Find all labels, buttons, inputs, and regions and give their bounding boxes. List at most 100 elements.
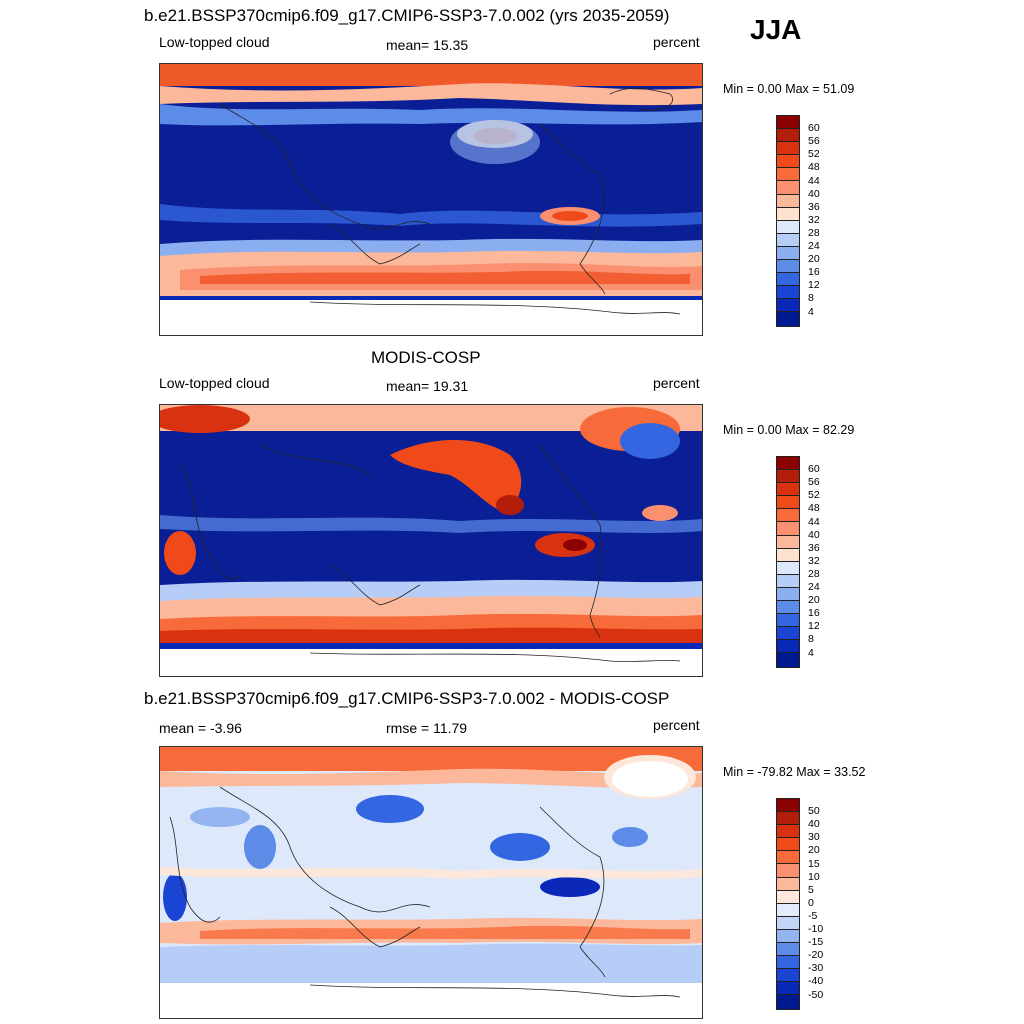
colorbar-tick-label: 48 [808,161,820,174]
colorbar-tick-label: 52 [808,489,820,502]
colorbar-segment [777,640,799,654]
colorbar-tick-label: 50 [808,805,820,818]
colorbar-segment [777,956,799,970]
colorbar-tick-label: 48 [808,502,820,515]
panel-3-title: b.e21.BSSP370cmip6.f09_g17.CMIP6-SSP3-7.… [144,689,670,708]
colorbar-tick-label: 8 [808,633,814,646]
colorbar-segment [777,825,799,839]
colorbar-tick-label: 36 [808,541,820,554]
colorbar-tick-label: 16 [808,607,820,620]
colorbar-segment [777,574,799,588]
colorbar-tick-label: 44 [808,174,820,187]
colorbar-tick-label: 40 [808,818,820,831]
panel-1-mean-label: mean= 15.35 [386,37,469,53]
colorbar-tick-label: -40 [808,975,824,988]
colorbar-segment [777,286,799,300]
colorbar-tick-label: 8 [808,292,814,305]
panel-3-units-label: percent [653,717,700,733]
panel-2-minmax: Min = 0.00 Max = 82.29 [723,423,855,437]
colorbar-segment [777,168,799,182]
colorbar-segment [777,233,799,247]
panel-1-minmax: Min = 0.00 Max = 51.09 [723,82,855,96]
colorbar-segment [777,509,799,523]
colorbar-tick-label: 60 [808,122,820,135]
panel-3-minmax: Min = -79.82 Max = 33.52 [723,765,866,779]
panel-1-colorbar [776,115,800,327]
colorbar-segment [777,614,799,628]
colorbar-tick-label: 56 [808,476,820,489]
colorbar-tick-label: 60 [808,463,820,476]
colorbar-tick-label: -20 [808,949,824,962]
panel-2-title: MODIS-COSP [371,348,481,367]
colorbar-segment [777,155,799,169]
colorbar-tick-label: 4 [808,646,814,659]
colorbar-segment [777,995,799,1009]
colorbar-segment [777,116,799,130]
colorbar-segment [777,194,799,208]
colorbar-tick-label: 12 [808,279,820,292]
colorbar-segment [777,496,799,510]
panel-3-map [159,746,703,1019]
colorbar-segment [777,260,799,274]
colorbar-segment [777,916,799,930]
colorbar-segment [777,943,799,957]
panel-3-colorbar [776,798,800,1010]
colorbar-segment [777,207,799,221]
colorbar-segment [777,969,799,983]
colorbar-segment [777,181,799,195]
colorbar-tick-label: 28 [808,567,820,580]
season-label: JJA [750,14,802,45]
colorbar-tick-label: 20 [808,844,820,857]
colorbar-tick-label: 20 [808,594,820,607]
colorbar-segment [777,851,799,865]
colorbar-segment [777,653,799,667]
colorbar-tick-label: 40 [808,528,820,541]
colorbar-segment [777,470,799,484]
colorbar-tick-label: 36 [808,200,820,213]
panel-2-colorbar [776,456,800,668]
colorbar-tick-label: 44 [808,515,820,528]
panel-2-variable-label: Low-topped cloud [159,375,270,391]
colorbar-tick-label: 56 [808,135,820,148]
colorbar-tick-label: -5 [808,909,818,922]
colorbar-segment [777,299,799,313]
colorbar-segment [777,877,799,891]
colorbar-tick-label: 40 [808,187,820,200]
colorbar-tick-label: -30 [808,962,824,975]
colorbar-tick-label: 16 [808,266,820,279]
colorbar-segment [777,522,799,536]
colorbar-tick-label: -10 [808,923,824,935]
colorbar-segment [777,548,799,562]
colorbar-segment [777,457,799,471]
colorbar-segment [777,312,799,326]
colorbar-segment [777,129,799,143]
colorbar-segment [777,812,799,826]
colorbar-tick-label: -15 [808,936,824,949]
colorbar-segment [777,929,799,944]
colorbar-tick-label: 24 [808,581,820,593]
panel-2-units-label: percent [653,375,700,391]
colorbar-segment [777,220,799,234]
panel-1-title: b.e21.BSSP370cmip6.f09_g17.CMIP6-SSP3-7.… [144,6,670,25]
panel-1-variable-label: Low-topped cloud [159,34,270,50]
colorbar-segment [777,561,799,575]
panel-2-mean-label: mean= 19.31 [386,378,469,394]
colorbar-tick-label: 12 [808,620,820,633]
panel-3-rmse-label: rmse = 11.79 [386,720,468,736]
colorbar-segment [777,799,799,813]
colorbar-tick-label: 10 [808,870,820,883]
colorbar-tick-label: 15 [808,857,820,870]
colorbar-segment [777,587,799,602]
colorbar-tick-label: 0 [808,896,814,909]
colorbar-segment [777,483,799,497]
colorbar-tick-label: 5 [808,883,814,896]
colorbar-tick-label: 32 [808,213,820,226]
colorbar-tick-label: 28 [808,226,820,239]
colorbar-tick-label: 32 [808,554,820,567]
colorbar-segment [777,535,799,549]
panel-2-map [159,404,703,677]
colorbar-segment [777,838,799,852]
colorbar-segment [777,903,799,917]
colorbar-segment [777,246,799,261]
colorbar-tick-label: 52 [808,148,820,161]
